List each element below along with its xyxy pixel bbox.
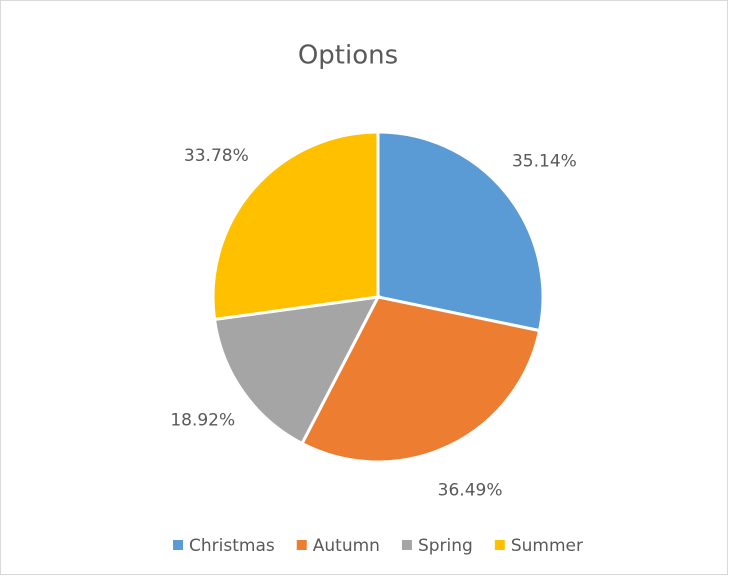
pie-slice xyxy=(212,295,381,446)
data-label: 36.49% xyxy=(438,481,503,501)
pie-slice xyxy=(211,130,380,322)
data-label: 35.14% xyxy=(512,152,577,172)
pie-slice xyxy=(376,130,545,333)
chart-title: Options xyxy=(298,41,398,71)
data-label: 33.78% xyxy=(184,146,249,166)
legend-label: Autumn xyxy=(313,536,380,556)
legend-swatch xyxy=(296,540,307,550)
data-label: 18.92% xyxy=(170,411,235,431)
pie-slice xyxy=(300,295,542,464)
legend-label: Summer xyxy=(511,536,583,556)
legend-swatch xyxy=(401,540,412,550)
legend-label: Christmas xyxy=(189,536,275,556)
legend-swatch xyxy=(494,540,505,550)
legend-swatch xyxy=(173,540,184,550)
legend-label: Spring xyxy=(418,536,473,556)
